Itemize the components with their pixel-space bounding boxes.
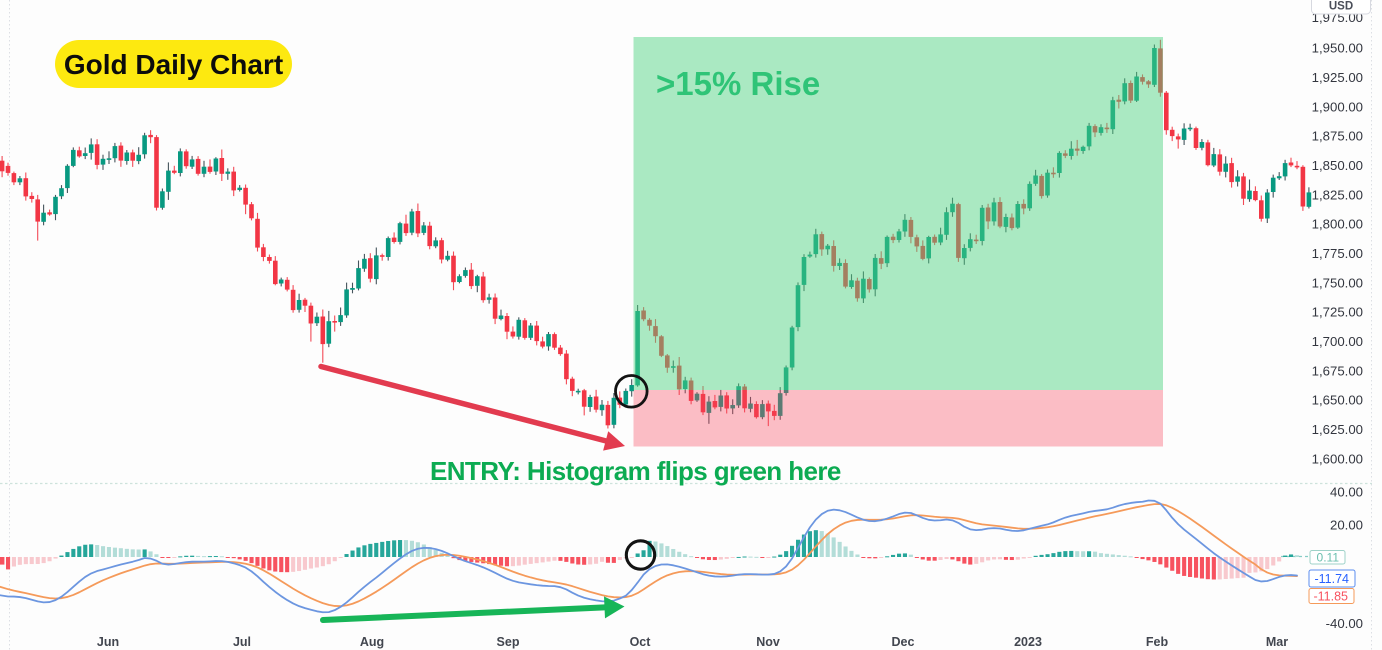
svg-text:1,950.00: 1,950.00 xyxy=(1312,41,1363,56)
svg-text:Jul: Jul xyxy=(233,635,251,649)
svg-text:1,925.00: 1,925.00 xyxy=(1312,70,1363,85)
svg-text:-11.85: -11.85 xyxy=(1313,589,1348,603)
svg-text:ENTRY: Histogram flips green h: ENTRY: Histogram flips green here xyxy=(430,456,841,486)
svg-text:1,900.00: 1,900.00 xyxy=(1312,99,1363,114)
svg-text:Dec: Dec xyxy=(892,635,915,649)
svg-text:1,700.00: 1,700.00 xyxy=(1312,334,1363,349)
svg-text:Jun: Jun xyxy=(97,635,119,649)
svg-text:1,750.00: 1,750.00 xyxy=(1312,275,1363,290)
svg-text:1,775.00: 1,775.00 xyxy=(1312,246,1363,261)
svg-text:Feb: Feb xyxy=(1146,635,1169,649)
svg-text:Oct: Oct xyxy=(630,635,652,649)
svg-text:1,800.00: 1,800.00 xyxy=(1312,217,1363,232)
svg-text:40.00: 40.00 xyxy=(1330,485,1363,500)
svg-text:1,875.00: 1,875.00 xyxy=(1312,129,1363,144)
svg-text:USD: USD xyxy=(1329,1,1353,13)
svg-text:1,850.00: 1,850.00 xyxy=(1312,158,1363,173)
svg-text:>15% Rise: >15% Rise xyxy=(656,65,820,102)
svg-text:0.11: 0.11 xyxy=(1317,551,1340,565)
svg-text:-11.74: -11.74 xyxy=(1314,572,1349,586)
svg-text:1,600.00: 1,600.00 xyxy=(1312,451,1363,466)
svg-text:1,625.00: 1,625.00 xyxy=(1312,422,1363,437)
svg-text:1,650.00: 1,650.00 xyxy=(1312,393,1363,408)
svg-text:1,675.00: 1,675.00 xyxy=(1312,363,1363,378)
svg-text:Sep: Sep xyxy=(497,635,520,649)
svg-text:Nov: Nov xyxy=(756,635,780,649)
svg-text:Mar: Mar xyxy=(1266,635,1288,649)
svg-text:Aug: Aug xyxy=(360,635,384,649)
svg-text:1,725.00: 1,725.00 xyxy=(1312,305,1363,320)
svg-text:20.00: 20.00 xyxy=(1330,517,1363,532)
svg-text:-40.00: -40.00 xyxy=(1326,616,1363,631)
svg-text:1,825.00: 1,825.00 xyxy=(1312,187,1363,202)
svg-text:Gold Daily Chart: Gold Daily Chart xyxy=(64,49,283,80)
svg-text:2023: 2023 xyxy=(1014,635,1042,649)
